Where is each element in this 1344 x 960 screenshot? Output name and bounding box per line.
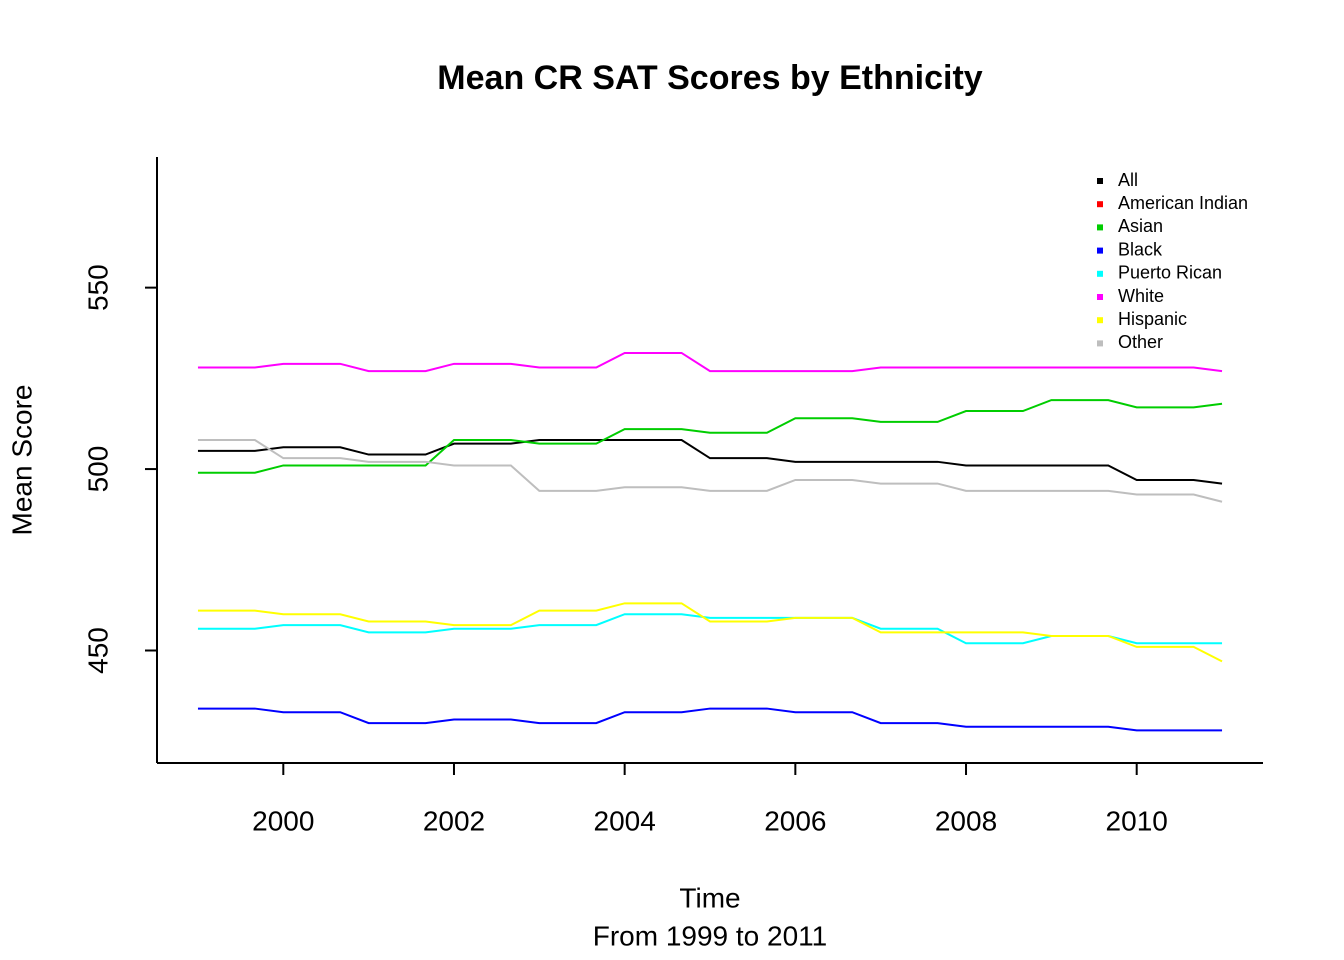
y-tick-label: 450 bbox=[82, 627, 113, 674]
legend-label: Hispanic bbox=[1118, 309, 1187, 329]
x-tick-label: 2000 bbox=[252, 805, 314, 836]
series-line bbox=[197, 399, 1223, 474]
legend-label: Black bbox=[1118, 239, 1163, 259]
legend-label: White bbox=[1118, 286, 1164, 306]
legend-label: Other bbox=[1118, 332, 1163, 352]
y-tick-label: 500 bbox=[82, 446, 113, 493]
x-tick-label: 2002 bbox=[423, 805, 485, 836]
y-axis-label: Mean Score bbox=[6, 385, 37, 536]
legend-swatch bbox=[1097, 294, 1103, 300]
series-line bbox=[197, 439, 1223, 485]
subtitle: From 1999 to 2011 bbox=[593, 920, 828, 951]
legend-swatch bbox=[1097, 201, 1103, 208]
legend-swatch bbox=[1097, 224, 1103, 231]
legend-label: All bbox=[1118, 170, 1138, 190]
x-tick-label: 2010 bbox=[1106, 805, 1168, 836]
legend-swatch bbox=[1097, 340, 1103, 347]
x-tick-label: 2008 bbox=[935, 805, 997, 836]
x-axis-label: Time bbox=[679, 882, 740, 913]
chart-title: Mean CR SAT Scores by Ethnicity bbox=[437, 59, 982, 97]
series-line bbox=[197, 351, 1223, 373]
legend-swatch bbox=[1097, 178, 1103, 184]
series-line bbox=[197, 439, 1223, 503]
legend-label: American Indian bbox=[1118, 193, 1248, 213]
legend-label: Puerto Rican bbox=[1118, 263, 1222, 283]
x-tick-label: 2004 bbox=[594, 805, 656, 836]
series-line bbox=[197, 707, 1223, 732]
y-tick-label: 550 bbox=[82, 264, 113, 311]
legend-swatch bbox=[1097, 317, 1103, 324]
legend-label: Asian bbox=[1118, 216, 1163, 236]
series-line bbox=[197, 602, 1223, 663]
series-line bbox=[197, 613, 1223, 645]
legend-swatch bbox=[1097, 270, 1103, 277]
legend-swatch bbox=[1097, 247, 1103, 254]
x-tick-label: 2006 bbox=[764, 805, 826, 836]
